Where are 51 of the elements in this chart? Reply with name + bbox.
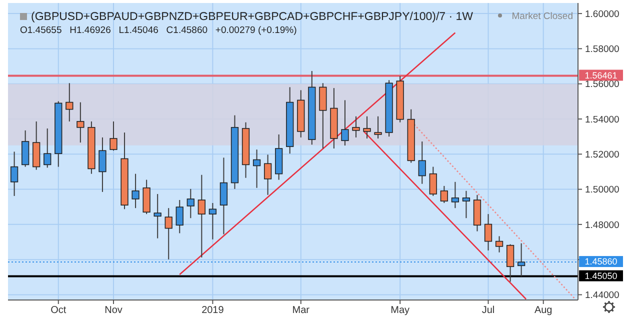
- x-tick-label: Oct: [50, 305, 66, 316]
- ref-line-label: 1.45050: [584, 270, 618, 281]
- candlestick: [220, 157, 228, 235]
- text: O1.45655 H1.46926 L1.45046 C1.45860 +0.00279 (+0.19%): [20, 25, 297, 36]
- y-tick-label: 1.60000: [585, 8, 620, 20]
- candlestick: [484, 214, 492, 251]
- candlestick: [76, 102, 84, 144]
- candlestick: [462, 190, 470, 219]
- candlestick: [186, 188, 194, 219]
- y-tick-label: 1.58000: [585, 44, 620, 56]
- y-tick-label: 1.54000: [585, 114, 620, 126]
- candlestick: [451, 181, 459, 209]
- candlestick: [506, 244, 514, 282]
- candlestick: [319, 82, 327, 150]
- candlestick: [495, 236, 504, 253]
- y-tick-label: 1.56000: [585, 79, 620, 90]
- candlestick: [429, 166, 437, 196]
- candlestick: [252, 149, 261, 188]
- candlestick: [44, 128, 52, 168]
- candlestick: [440, 185, 448, 204]
- annotation: Market Closed: [512, 11, 573, 22]
- candlestick: [198, 174, 206, 258]
- candlestick: [418, 140, 426, 184]
- y-tick-label: 1.52000: [585, 149, 620, 160]
- candlestick: [110, 120, 118, 152]
- candlestick: [208, 202, 217, 240]
- y-tick-label: 1.44000: [585, 290, 620, 302]
- candlestick: [352, 116, 360, 138]
- x-tick-label: Aug: [534, 305, 552, 316]
- candlestick: [66, 82, 74, 122]
- candlestick: [176, 200, 184, 234]
- candlestick: [341, 100, 349, 146]
- candlestick: [154, 194, 162, 239]
- candlestick: [132, 173, 140, 209]
- candlestick: [164, 208, 172, 260]
- ref-line-label: 1.45860: [584, 256, 618, 267]
- x-tick-label: May: [390, 305, 410, 316]
- y-tick-label: 1.50000: [585, 184, 620, 196]
- x-tick-label: Nov: [104, 305, 122, 316]
- candlestick: [374, 116, 382, 139]
- text: (GBPUSD+GBPAUD+GBPNZD+GBPEUR+GBPCAD+GBPCHF+GBPJPY/100)/7 · 1W: [31, 11, 474, 23]
- candlestick: [10, 151, 18, 196]
- x-tick-label: Jul: [482, 305, 495, 316]
- candlestick: [22, 130, 30, 168]
- candlestick: [264, 154, 272, 196]
- x-tick-label: Mar: [292, 305, 310, 316]
- y-tick-label: 1.48000: [585, 220, 620, 231]
- ref-line-label: 1.56461: [584, 70, 618, 80]
- candlestick: [363, 116, 371, 139]
- candlestick: [98, 136, 106, 192]
- x-tick-label: 2019: [202, 305, 224, 316]
